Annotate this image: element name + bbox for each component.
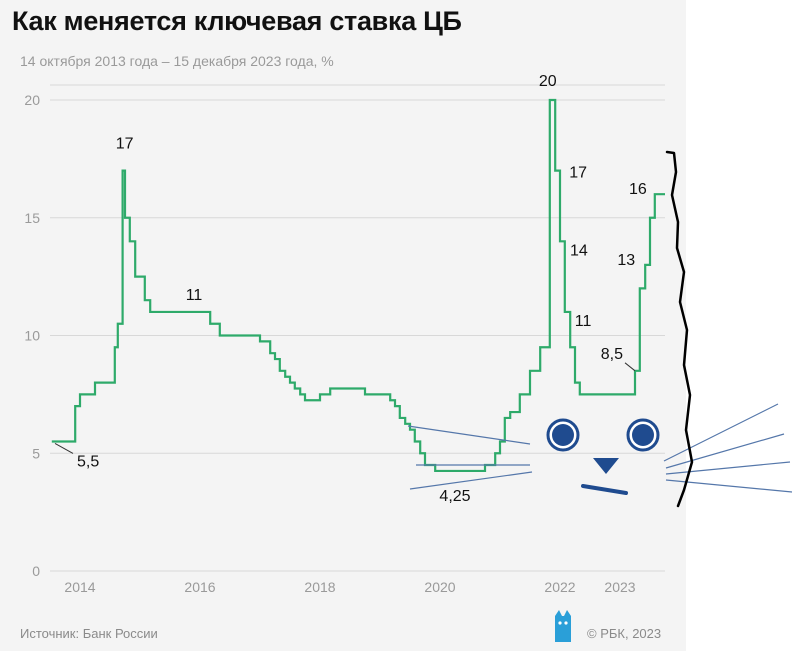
x-tick-label: 2014 xyxy=(64,579,95,595)
chart-subtitle: 14 октября 2013 года – 15 декабря 2023 г… xyxy=(20,53,334,69)
data-label: 14 xyxy=(570,242,588,259)
x-tick-label: 2018 xyxy=(304,579,335,595)
x-tick-label: 2023 xyxy=(604,579,635,595)
cat-nose-icon xyxy=(593,458,619,474)
chart-title: Как меняется ключевая ставка ЦБ xyxy=(12,6,462,36)
data-label: 17 xyxy=(116,136,134,153)
cat-doodle xyxy=(407,150,793,508)
x-tick-label: 2020 xyxy=(424,579,455,595)
series-layer xyxy=(51,98,665,473)
rbc-cat-logo-icon xyxy=(555,610,571,642)
copyright-note: © РБК, 2023 xyxy=(587,626,662,641)
key-rate-line xyxy=(51,98,665,473)
source-note: Источник: Банк России xyxy=(20,626,158,641)
cat-ear-outline-icon xyxy=(665,150,694,508)
data-label: 11 xyxy=(575,313,592,330)
y-tick-label: 0 xyxy=(32,563,40,579)
cat-right-whiskers-icon xyxy=(663,403,793,493)
cat-right-pupil-icon xyxy=(632,424,654,446)
x-tick-label: 2016 xyxy=(184,579,215,595)
data-label: 16 xyxy=(629,181,647,198)
data-label: 13 xyxy=(617,252,635,269)
axis-layer: 0 5 10 15 20 2014 2016 2018 2020 2022 2023 xyxy=(24,92,635,595)
data-label: 20 xyxy=(539,73,557,90)
x-tick-label: 2022 xyxy=(544,579,575,595)
cat-left-whiskers-icon xyxy=(407,425,533,490)
data-label: 4,25 xyxy=(439,488,470,505)
data-label: 8,5 xyxy=(601,346,623,363)
y-tick-label: 20 xyxy=(24,92,40,108)
cat-mouth-icon xyxy=(581,484,628,495)
label-leader-line xyxy=(624,362,636,372)
chart-panel xyxy=(0,0,686,651)
y-tick-label: 10 xyxy=(24,328,40,344)
cat-left-pupil-icon xyxy=(552,424,574,446)
data-label: 17 xyxy=(569,165,587,182)
label-leader-line xyxy=(54,443,74,454)
data-label: 11 xyxy=(186,287,203,304)
label-layer: 5,5 17 11 4,25 20 17 14 11 8,5 13 16 xyxy=(54,73,647,505)
data-label: 5,5 xyxy=(77,453,99,470)
grid-layer xyxy=(50,84,665,572)
y-tick-label: 5 xyxy=(32,445,40,461)
y-tick-label: 15 xyxy=(24,210,40,226)
